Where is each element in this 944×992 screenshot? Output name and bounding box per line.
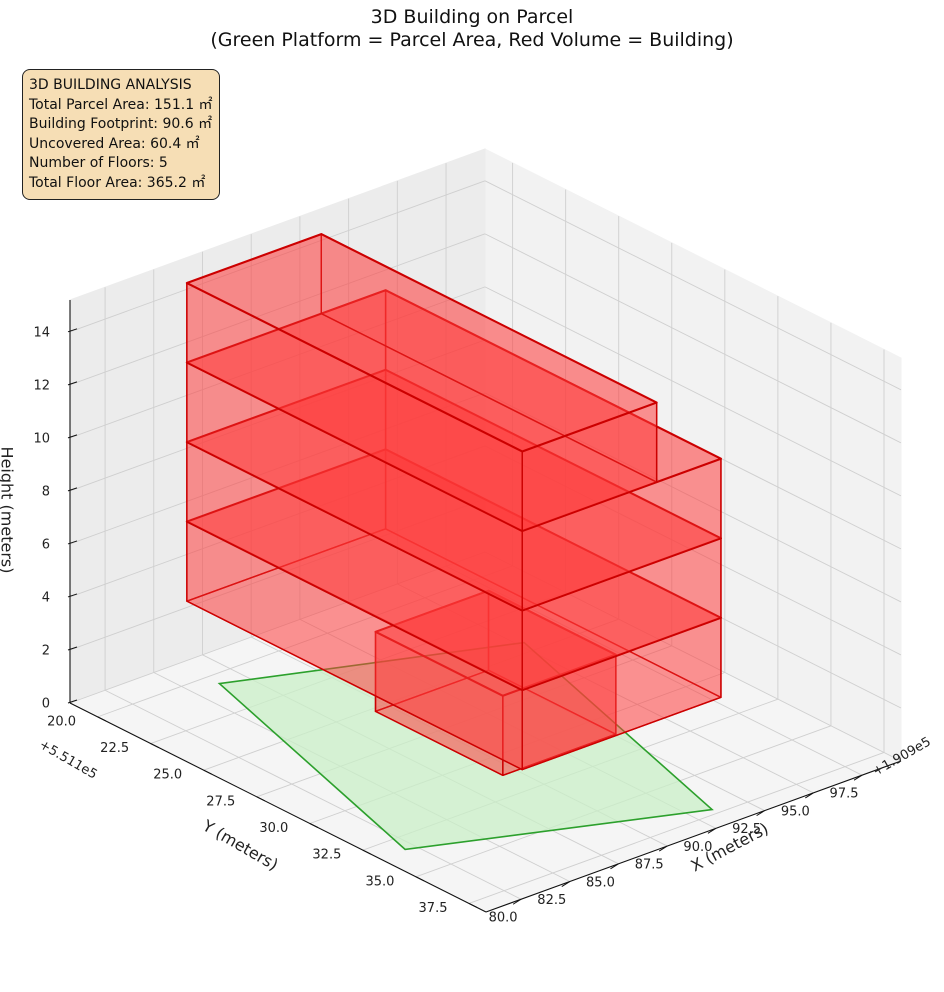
grid-line-wall-z [69, 392, 486, 545]
grid-line-wall-z [69, 339, 486, 492]
y-tick-label: 25.0 [153, 768, 182, 783]
parcel-platform [217, 641, 714, 851]
info-total-parcel-area: Total Parcel Area: 151.1 ㎡ [29, 96, 213, 113]
grid-line-floor-x [445, 565, 863, 776]
y-tick-label: 37.5 [419, 901, 448, 916]
x-tick-label: 92.5 [732, 822, 761, 837]
grid-line-wall-z [484, 286, 902, 497]
info-title: 3D BUILDING ANALYSIS [29, 77, 192, 93]
y-tick-label: 35.0 [365, 874, 394, 889]
grid-line-wall-z [69, 551, 486, 704]
z-tick-mark [67, 328, 78, 333]
y-tick-label: 30.0 [259, 821, 288, 836]
grid-line-floor-x [104, 689, 522, 900]
z-tick-label: 4 [42, 590, 50, 605]
x-axis-line [485, 760, 902, 913]
grid-line-wall-z [484, 445, 902, 656]
y-tick-mark [362, 849, 372, 855]
x-tick-mark [658, 845, 668, 852]
x-tick-mark [561, 881, 571, 887]
z-tick-mark [67, 434, 78, 439]
y-tick-mark [256, 796, 265, 802]
grid-line-wall-z [69, 180, 486, 333]
x-tick-mark [512, 898, 522, 905]
grid-line-wall-z [69, 445, 486, 598]
info-building-footprint: Building Footprint: 90.6 ㎡ [29, 116, 213, 132]
z-tick-mark [67, 381, 78, 386]
info-total-floor-area: Total Floor Area: 365.2 ㎡ [29, 174, 206, 191]
floor-1-face-top [374, 589, 617, 697]
building-floor-5 [185, 233, 658, 532]
z-tick-mark [67, 699, 78, 704]
z-tick-label: 12 [33, 378, 50, 393]
y-offset-text: +5.511e5 [36, 737, 99, 782]
z-tick-label: 0 [42, 697, 50, 712]
y-tick-label: 22.5 [100, 741, 129, 756]
z-tick-mark [67, 540, 78, 545]
y-tick-mark [203, 769, 212, 775]
z-tick-label: 2 [42, 643, 50, 658]
x-tick-label: 80.0 [489, 911, 518, 926]
x-tick-mark [610, 863, 619, 870]
z-tick-mark [67, 593, 78, 598]
z-tick-mark [67, 646, 78, 651]
x-tick-label: 85.0 [586, 875, 615, 890]
x-tick-label: 95.0 [781, 804, 810, 819]
y-tick-label: 32.5 [312, 848, 341, 863]
y-tick-label: 27.5 [206, 794, 235, 809]
grid-line-floor-x [397, 583, 814, 794]
chart-subtitle: (Green Platform = Parcel Area, Red Volum… [210, 29, 734, 51]
chart-title: 3D Building on Parcel [370, 6, 574, 28]
chart-title-block: 3D Building on Parcel (Green Platform = … [0, 6, 944, 52]
analysis-info-box: 3D BUILDING ANALYSIS Total Parcel Area: … [22, 69, 220, 200]
grid-line-wall-z [484, 180, 902, 391]
info-number-of-floors: Number of Floors: 5 [29, 155, 168, 171]
y-tick-mark [415, 876, 425, 882]
z-tick-label: 6 [42, 537, 50, 552]
x-tick-mark [707, 827, 717, 834]
x-tick-label: 90.0 [683, 840, 712, 855]
x-tick-mark [805, 792, 814, 799]
grid-line-wall-z [484, 551, 902, 762]
y-tick-mark [468, 903, 478, 908]
x-tick-mark [853, 774, 863, 781]
x-tick-label: 82.5 [537, 893, 566, 908]
y-tick-mark [150, 743, 159, 748]
z-tick-label: 14 [33, 325, 50, 340]
building-floor-1 [374, 589, 617, 777]
z-axis-label: Height (meters) [0, 447, 17, 574]
z-tick-label: 10 [33, 431, 50, 446]
info-uncovered-area: Uncovered Area: 60.4 ㎡ [29, 135, 200, 152]
x-tick-label: 97.5 [830, 787, 859, 802]
z-tick-mark [67, 487, 78, 492]
grid-line-floor-y [468, 752, 885, 904]
floor-5-face-top [185, 233, 658, 453]
grid-line-floor-y [97, 565, 513, 718]
y-tick-label: 20.0 [47, 714, 76, 729]
grid-line-wall-z [484, 233, 902, 444]
grid-line-wall-z [69, 498, 486, 651]
y-tick-mark [97, 716, 106, 722]
x-tick-mark [756, 810, 765, 817]
grid-line-wall-z [69, 286, 486, 439]
grid-line-wall-z [69, 233, 486, 386]
y-tick-mark [309, 823, 319, 828]
grid-line-wall-z [484, 392, 902, 603]
x-tick-label: 87.5 [635, 858, 664, 873]
z-tick-label: 8 [42, 484, 50, 499]
